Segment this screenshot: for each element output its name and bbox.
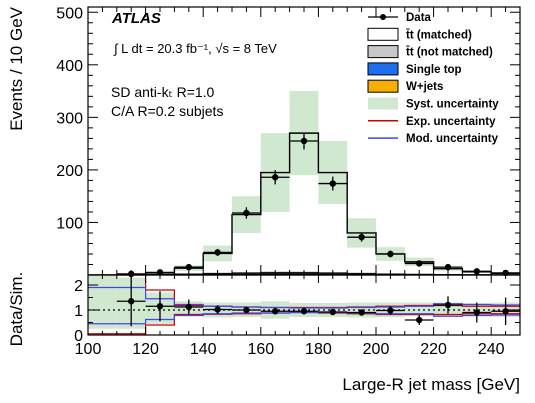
data-point: [387, 250, 394, 258]
legend-entry: Syst. uncertainty: [368, 97, 499, 111]
y-tick-label: 100: [56, 215, 83, 232]
ratio-y-tick-label: 0: [74, 328, 83, 345]
legend-box-swatch: [368, 97, 398, 110]
ratio-point: [272, 308, 279, 315]
data-point: [329, 180, 336, 187]
main-data-points: [116, 132, 520, 278]
ratio-y-tick-label: 1: [74, 303, 83, 320]
legend-label: Data: [406, 12, 432, 24]
y-tick-label: 400: [56, 58, 83, 75]
legend-label: Exp. uncertainty: [406, 116, 496, 128]
data-point: [243, 209, 250, 217]
legend-label: Single top: [406, 64, 462, 76]
legend-box-swatch: [367, 27, 399, 41]
main-axis-ticks: 100 200 300 400 500: [56, 5, 520, 275]
data-point: [272, 174, 279, 181]
legend-entry: t̄t (matched): [367, 27, 472, 41]
legend-entry: Single top: [367, 62, 462, 76]
luminosity-label: ∫ L dt = 20.3 fb⁻¹, √s = 8 TeV: [113, 41, 277, 56]
legend-entry: Data: [368, 12, 432, 24]
legend-entry: W+jets: [367, 79, 443, 93]
y-tick-label: 300: [56, 110, 83, 127]
ratio-point: [473, 309, 480, 316]
legend-box-swatch: [367, 62, 399, 76]
ratio-point: [300, 308, 308, 315]
y-tick-label: 500: [56, 5, 83, 22]
ratio-point: [502, 308, 509, 315]
data-point: [300, 137, 308, 145]
legend-label: Mod. uncertainty: [406, 133, 499, 145]
atlas-label: ATLAS: [111, 10, 161, 27]
legend-box-swatch: [367, 79, 399, 93]
data-point: [185, 263, 192, 271]
annotations: ATLAS ∫ L dt = 20.3 fb⁻¹, √s = 8 TeV SD …: [111, 10, 277, 119]
ratio-y-tick-label: 2: [74, 278, 83, 295]
x-tick-label: 220: [420, 341, 447, 358]
legend-label: W+jets: [406, 81, 443, 93]
x-tick-label: 140: [190, 341, 217, 358]
ratio-axis-ticks: 0 1 2 100 120 140 160 180 200 220 240: [74, 275, 520, 358]
ratio-point: [185, 303, 192, 311]
legend-label: Syst. uncertainty: [406, 99, 499, 111]
ratio-point: [358, 309, 365, 316]
ratio-point: [416, 316, 423, 324]
legend-data-marker: [380, 14, 386, 20]
data-point: [358, 233, 365, 241]
subjets-label: C/A R=0.2 subjets: [111, 103, 223, 119]
ratio-point: [243, 306, 250, 314]
legend-label: t̄t (not matched): [406, 47, 493, 59]
jet-algo-label: SD anti-kₜ R=1.0: [111, 84, 215, 100]
legend-entry: t̄t (not matched): [367, 45, 493, 59]
x-axis-label: Large-R jet mass [GeV]: [342, 375, 520, 394]
main-panel: 100 200 300 400 500 Events / 10 GeV ATLAS ∫ …: [7, 5, 521, 278]
legend-label: t̄t (matched): [406, 29, 472, 41]
legend-box-swatch: [367, 45, 399, 59]
ratio-syst-bin: [88, 275, 117, 329]
x-tick-label: 120: [132, 341, 159, 358]
ratio-data-points: [116, 276, 520, 327]
ratio-point: [156, 303, 164, 310]
x-tick-label: 240: [478, 341, 505, 358]
data-point: [214, 249, 221, 256]
ratio-point: [214, 306, 221, 313]
data-point: [416, 260, 423, 267]
ratio-point: [444, 301, 452, 309]
ratio-point: [128, 298, 135, 305]
y-tick-label: 200: [56, 163, 83, 180]
x-tick-label: 100: [75, 341, 102, 358]
ratio-point: [387, 307, 394, 314]
ratio-point: [329, 308, 336, 316]
data-point: [444, 263, 452, 271]
ratio-y-axis-label: Data/Sim.: [7, 272, 26, 347]
legend-entry: Exp. uncertainty: [368, 116, 496, 128]
legend: Data t̄t (matched) t̄t (not matched) Single…: [367, 12, 499, 145]
x-tick-label: 180: [305, 341, 332, 358]
legend-entry: Mod. uncertainty: [368, 133, 499, 145]
main-y-axis-label: Events / 10 GeV: [7, 6, 26, 130]
ratio-panel: 0 1 2 100 120 140 160 180 200 220 240 Data/Sim. La…: [7, 272, 521, 394]
x-tick-label: 200: [363, 341, 390, 358]
x-tick-label: 160: [247, 341, 274, 358]
